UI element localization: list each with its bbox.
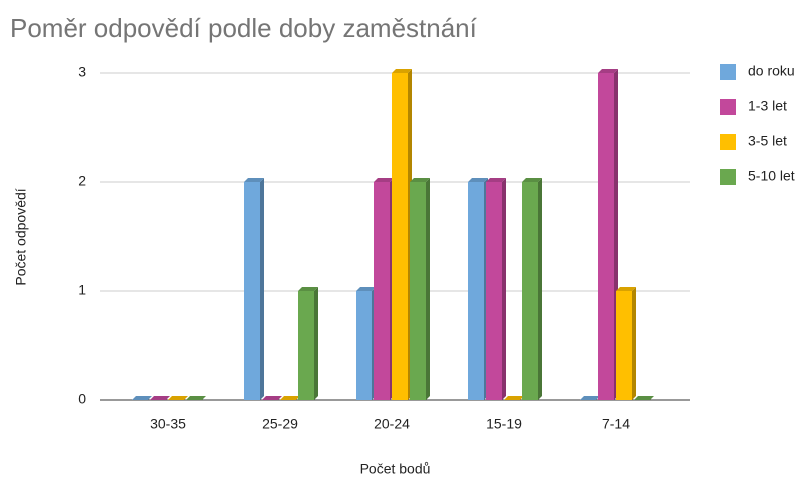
bar-top xyxy=(580,396,600,400)
bar xyxy=(186,396,206,400)
bar xyxy=(132,396,152,400)
bar xyxy=(356,287,376,400)
bar-top xyxy=(132,396,152,400)
chart-title: Poměr odpovědí podle doby zaměstnání xyxy=(10,13,478,43)
legend-label: do roku xyxy=(748,63,795,79)
legend-label: 3-5 let xyxy=(748,133,787,149)
bar-top xyxy=(280,396,300,400)
bar xyxy=(410,178,430,400)
bar-top xyxy=(168,396,188,400)
bar-side xyxy=(426,178,430,400)
bar-face xyxy=(468,182,484,400)
bar-top xyxy=(392,69,412,73)
y-tick-label: 3 xyxy=(78,64,86,80)
bar-top xyxy=(262,396,282,400)
bar xyxy=(374,178,394,400)
bar-face xyxy=(298,291,314,400)
x-axis-label: Počet bodů xyxy=(360,461,431,477)
y-tick-label: 1 xyxy=(78,282,86,298)
y-tick-label: 2 xyxy=(78,173,86,189)
bar-top xyxy=(356,287,376,291)
bar-face xyxy=(374,182,390,400)
bar-top xyxy=(616,287,636,291)
bar xyxy=(168,396,188,400)
x-tick-label: 15-19 xyxy=(486,416,522,432)
bar xyxy=(598,69,618,400)
bar-top xyxy=(468,178,488,182)
bar-face xyxy=(598,73,614,400)
bar-face xyxy=(410,182,426,400)
x-tick-label: 30-35 xyxy=(150,416,186,432)
y-axis-label: Počet odpovědí xyxy=(13,188,29,285)
bar xyxy=(298,287,318,400)
bar-face xyxy=(616,291,632,400)
x-tick-label: 25-29 xyxy=(262,416,298,432)
bar-top xyxy=(410,178,430,182)
bar xyxy=(468,178,488,400)
bar-top xyxy=(486,178,506,182)
bar xyxy=(522,178,542,400)
bar-top xyxy=(374,178,394,182)
bar-face xyxy=(356,291,372,400)
x-tick-label: 7-14 xyxy=(602,416,630,432)
bar xyxy=(486,178,506,400)
bar-side xyxy=(538,178,542,400)
bar-side xyxy=(502,178,506,400)
bar xyxy=(392,69,412,400)
bar xyxy=(634,396,654,400)
bar-top xyxy=(186,396,206,400)
legend-label: 5-10 let xyxy=(748,168,795,184)
bar xyxy=(262,396,282,400)
legend-swatch xyxy=(720,64,736,80)
bar-side xyxy=(314,287,318,400)
legend-swatch xyxy=(720,99,736,115)
bar xyxy=(504,396,524,400)
bar-top xyxy=(598,69,618,73)
bar xyxy=(150,396,170,400)
bar-top xyxy=(244,178,264,182)
legend-swatch xyxy=(720,134,736,150)
bar-face xyxy=(486,182,502,400)
bar-face xyxy=(392,73,408,400)
bar-top xyxy=(298,287,318,291)
bar-face xyxy=(244,182,260,400)
bar xyxy=(244,178,264,400)
bar-side xyxy=(260,178,264,400)
bar-top xyxy=(504,396,524,400)
bar-top xyxy=(634,396,654,400)
legend-swatch xyxy=(720,169,736,185)
bar-side xyxy=(632,287,636,400)
bar xyxy=(580,396,600,400)
bar-top xyxy=(150,396,170,400)
bar xyxy=(616,287,636,400)
bar xyxy=(280,396,300,400)
bar-top xyxy=(522,178,542,182)
x-tick-label: 20-24 xyxy=(374,416,410,432)
y-tick-label: 0 xyxy=(78,391,86,407)
legend-label: 1-3 let xyxy=(748,98,787,114)
bar-face xyxy=(522,182,538,400)
